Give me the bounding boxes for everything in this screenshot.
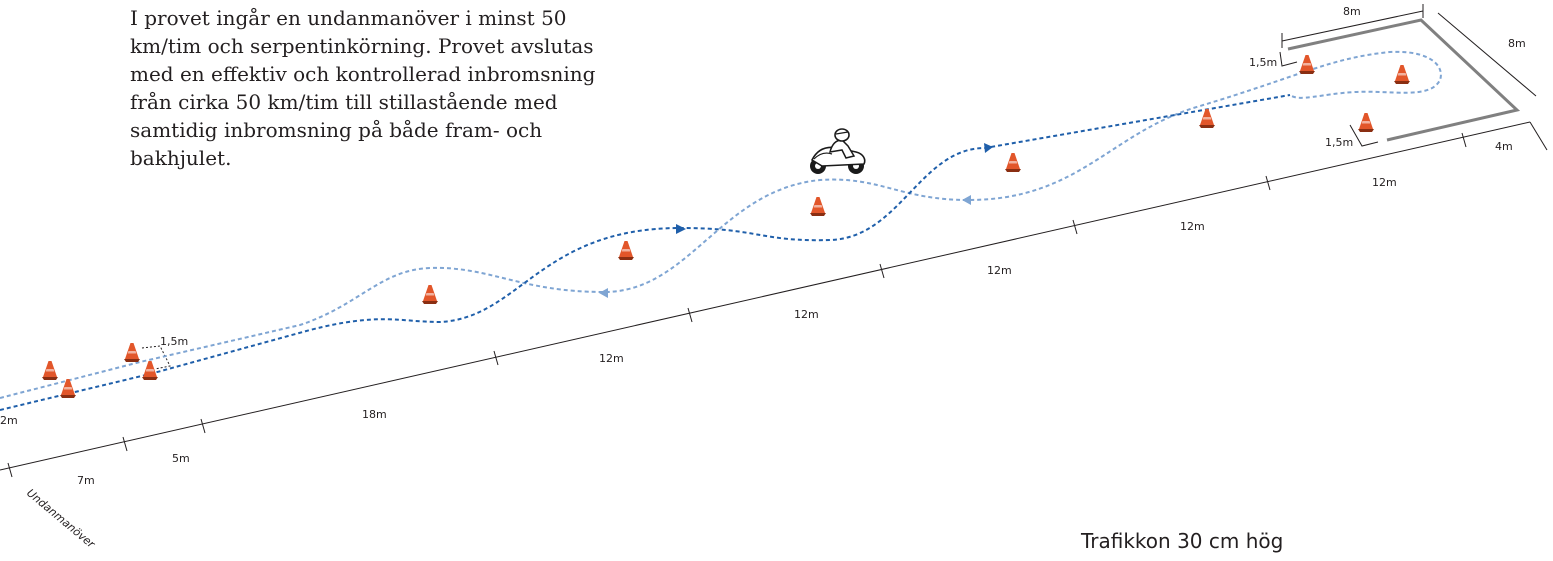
dim-box-width: 8m <box>1343 5 1361 18</box>
end-box <box>1287 18 1521 142</box>
traffic-cone-icon <box>42 361 58 380</box>
path-light <box>0 50 1442 399</box>
motorcycle-rider-icon <box>810 128 866 174</box>
traffic-cone-icon <box>1005 153 1021 172</box>
traffic-cone-icon <box>1199 109 1215 128</box>
traffic-cone-icon <box>1299 55 1315 74</box>
dim-12m-2: 12m <box>794 308 819 321</box>
traffic-cone-icon <box>142 361 158 380</box>
cone-legend: Trafikkon 30 cm hög <box>1081 529 1284 553</box>
dim-12m-1: 12m <box>599 352 624 365</box>
dim-18m: 18m <box>362 408 387 421</box>
path-dark <box>0 94 1291 411</box>
dim-2m: 2m <box>0 414 18 427</box>
dim-gap-bottom: 1,5m <box>1325 136 1353 149</box>
section-label: Undanmanöver <box>24 486 98 551</box>
dim-7m: 7m <box>77 474 95 487</box>
traffic-cone-icon <box>1394 65 1410 84</box>
dim-box-depth: 8m <box>1508 37 1526 50</box>
dim-12m-5: 12m <box>1372 176 1397 189</box>
gap-brackets <box>141 51 1379 370</box>
dim-12m-4: 12m <box>1180 220 1205 233</box>
dim-box-end: 4m <box>1495 140 1513 153</box>
riding-paths <box>0 50 1442 411</box>
course-baseline <box>0 4 1548 478</box>
dim-gap-top: 1,5m <box>1249 56 1277 69</box>
traffic-cone-icon <box>1358 113 1374 132</box>
test-description: I provet ingår en undanmanöver i minst 5… <box>130 6 596 170</box>
traffic-cone-icon <box>422 285 438 304</box>
path-arrows <box>599 143 993 298</box>
traffic-cone-icon <box>124 343 140 362</box>
dim-5m: 5m <box>172 452 190 465</box>
traffic-cone-icon <box>618 241 634 260</box>
dim-gap-start: 1,5m <box>160 335 188 348</box>
traffic-cone-icon <box>810 197 826 216</box>
dim-12m-3: 12m <box>987 264 1012 277</box>
